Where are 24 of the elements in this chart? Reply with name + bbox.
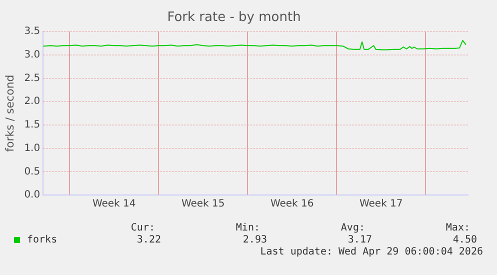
text: 3.22 (136, 234, 161, 246)
y-tick-label: 1.0 (24, 142, 40, 154)
y-tick-label: 0.0 (24, 190, 40, 201)
x-tick-label: Week 16 (270, 198, 314, 210)
y-axis-title: forks / second (3, 74, 16, 152)
y-tick-label: 3.5 (24, 26, 40, 38)
y-tick-label: 3.0 (24, 50, 40, 61)
x-tick-label: Week 14 (92, 198, 136, 210)
text: Max: (446, 222, 470, 234)
text: Cur: (130, 222, 155, 234)
text: Avg: (340, 222, 365, 234)
text: Min: (236, 222, 260, 234)
text: 2.93 (242, 234, 267, 246)
text: 4.50 (452, 234, 477, 246)
x-tick-label: Week 15 (181, 198, 225, 210)
x-tick-label: Week 17 (359, 198, 403, 210)
y-tick-label: 0.5 (24, 166, 40, 178)
text: 3.17 (348, 234, 372, 246)
text: Last update: Wed Apr 29 06:00:04 2026 (260, 246, 483, 258)
y-tick-label: 2.0 (24, 96, 40, 108)
legend-label: forks (27, 234, 58, 246)
y-tick-label: 2.5 (24, 72, 40, 84)
y-tick-label: 1.5 (24, 120, 40, 131)
chart-title: Fork rate - by month (167, 10, 301, 26)
